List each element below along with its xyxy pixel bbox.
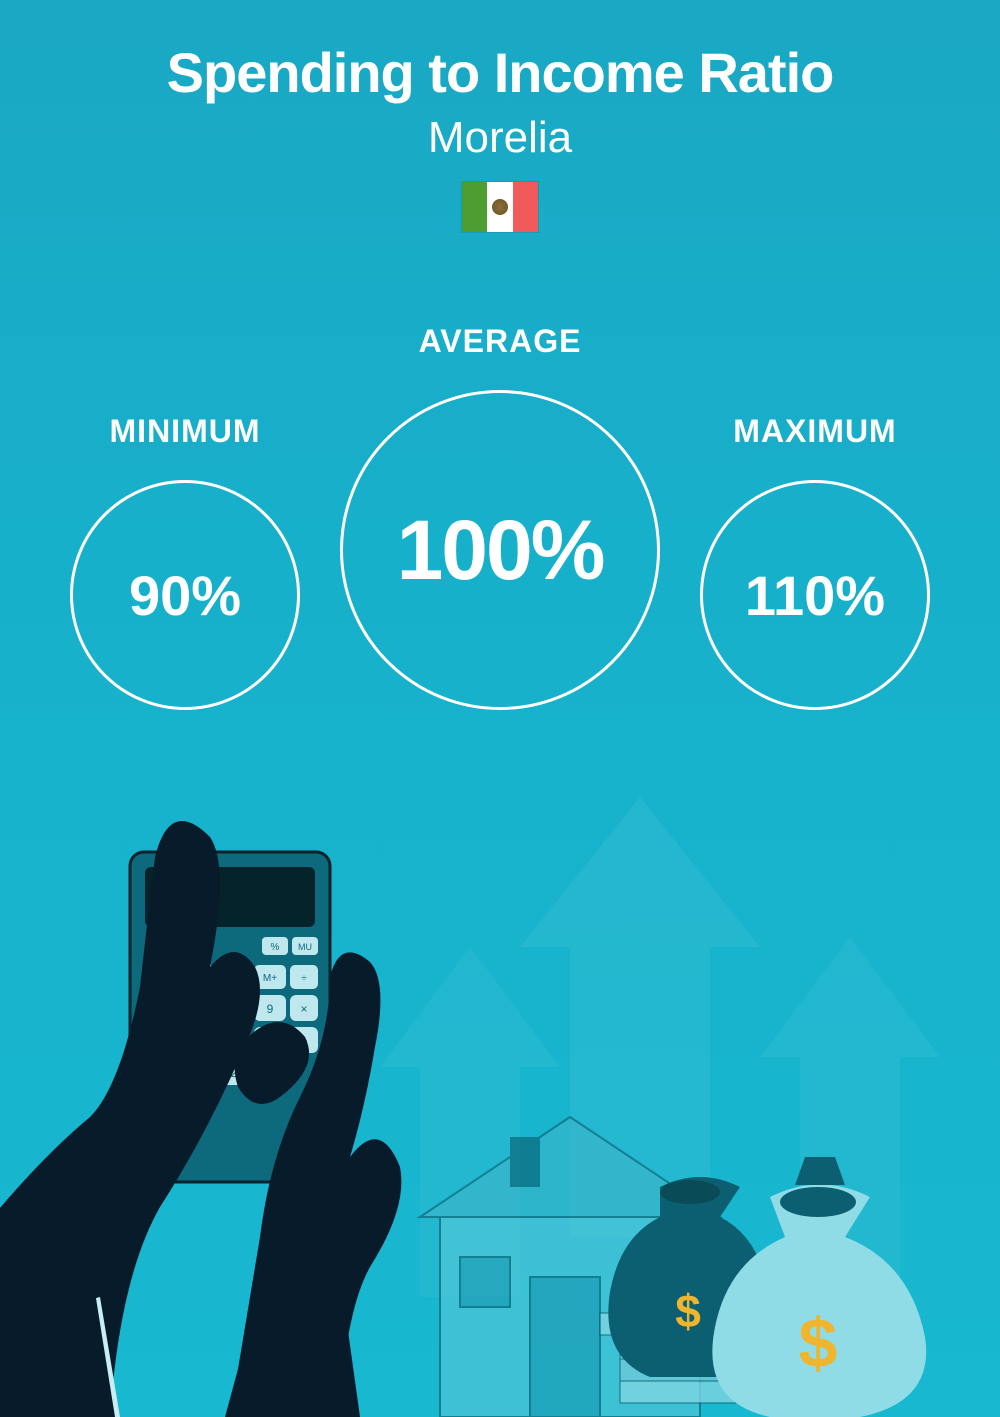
stats-row: MINIMUM 90% AVERAGE 100% MAXIMUM 110% xyxy=(0,323,1000,710)
svg-text:MC: MC xyxy=(154,973,170,984)
svg-text:−: − xyxy=(300,1034,307,1048)
stat-label-maximum: MAXIMUM xyxy=(733,413,896,450)
svg-text:MR: MR xyxy=(190,973,206,984)
svg-text:9: 9 xyxy=(267,1002,274,1016)
stat-label-average: AVERAGE xyxy=(419,323,582,360)
hands-icon xyxy=(0,821,401,1417)
svg-text:6: 6 xyxy=(267,1034,274,1048)
cash-stack-icon xyxy=(600,1313,750,1403)
svg-text:$: $ xyxy=(799,1304,838,1382)
stat-circle-minimum: 90% xyxy=(70,480,300,710)
svg-text:5: 5 xyxy=(231,1034,238,1048)
arrow-up-icon xyxy=(380,947,560,1297)
money-bag-icon: $ xyxy=(608,1177,770,1377)
stat-maximum: MAXIMUM 110% xyxy=(700,413,930,710)
svg-text:C/A: C/A xyxy=(154,1069,169,1079)
svg-text:▶: ▶ xyxy=(157,1034,167,1048)
calculator-icon: % MU MC MR M- M+ ÷ +/- 7 8 9 × ▶ 4 5 6 −… xyxy=(130,852,330,1182)
svg-text:3: 3 xyxy=(267,1066,274,1080)
svg-text:7: 7 xyxy=(195,1002,202,1016)
stat-average: AVERAGE 100% xyxy=(340,323,660,710)
arrow-up-icon xyxy=(760,937,940,1277)
page-title: Spending to Income Ratio xyxy=(0,40,1000,105)
flag-stripe-red xyxy=(513,182,538,232)
svg-text:8: 8 xyxy=(231,1002,238,1016)
svg-text:+/-: +/- xyxy=(156,1005,168,1016)
svg-text:MU: MU xyxy=(298,942,312,952)
stat-label-minimum: MINIMUM xyxy=(110,413,261,450)
stat-value-maximum: 110% xyxy=(745,563,885,628)
bottom-illustration: $ $ % MU MC MR M- M+ ÷ +/- 7 8 9 × xyxy=(0,737,1000,1417)
svg-text:%: % xyxy=(271,942,280,953)
stat-circle-maximum: 110% xyxy=(700,480,930,710)
arrow-up-icon xyxy=(520,797,760,1237)
mexico-flag-icon xyxy=(461,181,539,233)
svg-text:M+: M+ xyxy=(263,973,277,984)
page-subtitle: Morelia xyxy=(0,113,1000,163)
svg-text:1: 1 xyxy=(195,1066,202,1080)
stat-minimum: MINIMUM 90% xyxy=(70,413,300,710)
stat-circle-average: 100% xyxy=(340,390,660,710)
flag-stripe-green xyxy=(462,182,487,232)
svg-text:÷: ÷ xyxy=(301,973,307,984)
stat-value-average: 100% xyxy=(397,502,604,599)
svg-text:M-: M- xyxy=(228,973,240,984)
svg-text:$: $ xyxy=(675,1285,701,1337)
flag-emblem-icon xyxy=(492,199,508,215)
flag-stripe-white xyxy=(487,182,512,232)
stat-value-minimum: 90% xyxy=(129,563,241,628)
svg-text:4: 4 xyxy=(195,1034,202,1048)
house-icon xyxy=(420,1117,720,1417)
svg-text:2: 2 xyxy=(231,1066,238,1080)
svg-text:×: × xyxy=(300,1002,307,1016)
money-bag-icon: $ xyxy=(712,1157,926,1417)
